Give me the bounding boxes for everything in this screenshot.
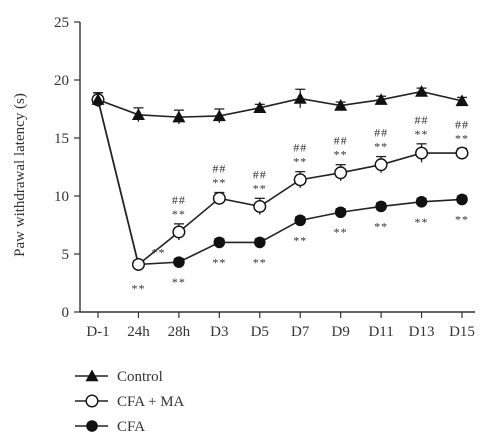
cfa-ma-hash-significance: ## [374, 126, 388, 140]
cfa-significance: ** [455, 212, 469, 226]
data-point [456, 193, 468, 206]
cfa-ma-hash-significance: ## [293, 141, 307, 155]
data-point [334, 99, 348, 111]
cfa-significance: ** [131, 281, 145, 295]
cfa-ma-hash-significance: ## [415, 113, 429, 127]
series-line-0 [97, 90, 463, 118]
data-point [131, 257, 145, 271]
data-point [293, 173, 307, 187]
x-tick-label: D5 [251, 324, 269, 340]
cfa-ma-significance: ** [455, 131, 469, 145]
y-tick-label: 0 [62, 305, 70, 321]
data-point [212, 109, 226, 122]
data-point [131, 108, 145, 120]
y-tick-label: 25 [54, 15, 69, 31]
cfa-significance: ** [293, 233, 307, 247]
data-point [213, 236, 226, 249]
data-point [173, 256, 185, 268]
data-point [172, 225, 186, 239]
legend-marker [85, 369, 99, 382]
y-tick-label: 5 [62, 247, 70, 263]
cfa-ma-significance: ** [172, 207, 186, 221]
data-point [415, 146, 429, 160]
cfa-ma-significance: ** [293, 155, 307, 169]
x-tick-label: 24h [127, 324, 150, 340]
cfa-ma-hash-significance: ## [172, 193, 186, 207]
x-tick-label: D11 [368, 324, 393, 340]
cfa-ma-hash-significance: ## [253, 167, 267, 181]
legend-marker [85, 394, 99, 408]
y-tick-label: 15 [54, 131, 69, 147]
cfa-significance: ** [172, 275, 186, 289]
data-point [253, 199, 267, 213]
y-tick-label: 10 [54, 189, 69, 205]
data-point [294, 214, 307, 227]
series-line-1 [97, 99, 462, 266]
cfa-significance: ** [334, 225, 348, 239]
x-tick-label: D9 [331, 324, 349, 340]
y-tick-label: 20 [54, 73, 69, 89]
data-point [334, 206, 347, 219]
y-ticks: 0 5 10 15 20 25 [54, 15, 80, 321]
cfa-significance: ** [374, 219, 388, 233]
cfa-ma-significance: ** [253, 181, 267, 195]
legend: Control CFA + MA CFA [75, 369, 185, 435]
cfa-ma-hash-significance: ## [455, 117, 469, 131]
cfa-ma-significance: ** [212, 176, 226, 190]
x-tick-label: D13 [409, 324, 435, 340]
x-tick-label: D7 [291, 324, 310, 340]
data-point [375, 200, 387, 213]
x-ticks: D-1 24h 28h D3 D5 D7 D9 D11 D13 D15 [86, 312, 475, 340]
data-point [172, 110, 186, 123]
cfa-ma-significance: ** [374, 140, 388, 154]
legend-label: Control [117, 369, 163, 385]
cfa-significance: ** [212, 255, 226, 269]
data-point [293, 92, 307, 104]
data-point [455, 146, 469, 160]
legend-label: CFA + MA [117, 394, 185, 410]
data-point [415, 196, 428, 208]
x-tick-label: D-1 [86, 324, 109, 340]
legend-label: CFA [117, 419, 145, 435]
data-point [455, 94, 469, 107]
y-axis-title: Paw withdrawal latency (s) [12, 93, 28, 257]
x-tick-label: D3 [210, 324, 228, 340]
cfa-ma-significance: ** [151, 245, 165, 259]
series-line-2 [97, 99, 463, 266]
cfa-ma-hash-significance: ## [212, 162, 226, 176]
x-tick-label: 28h [168, 324, 191, 340]
data-point [91, 93, 105, 105]
cfa-ma-hash-significance: ## [334, 134, 348, 148]
data-point [253, 236, 266, 249]
annotations: ******##****##****##****##****##****##**… [131, 113, 469, 296]
series-layer [91, 85, 469, 271]
cfa-ma-significance: ** [415, 127, 429, 141]
data-point [374, 158, 388, 172]
data-point [334, 166, 348, 180]
data-point [374, 93, 388, 105]
data-point [253, 101, 267, 114]
cfa-significance: ** [253, 255, 267, 269]
x-tick-label: D15 [449, 324, 475, 340]
data-point [212, 191, 226, 205]
legend-marker [86, 420, 98, 432]
data-point [415, 85, 429, 97]
cfa-ma-significance: ** [334, 148, 348, 162]
cfa-significance: ** [415, 215, 429, 229]
